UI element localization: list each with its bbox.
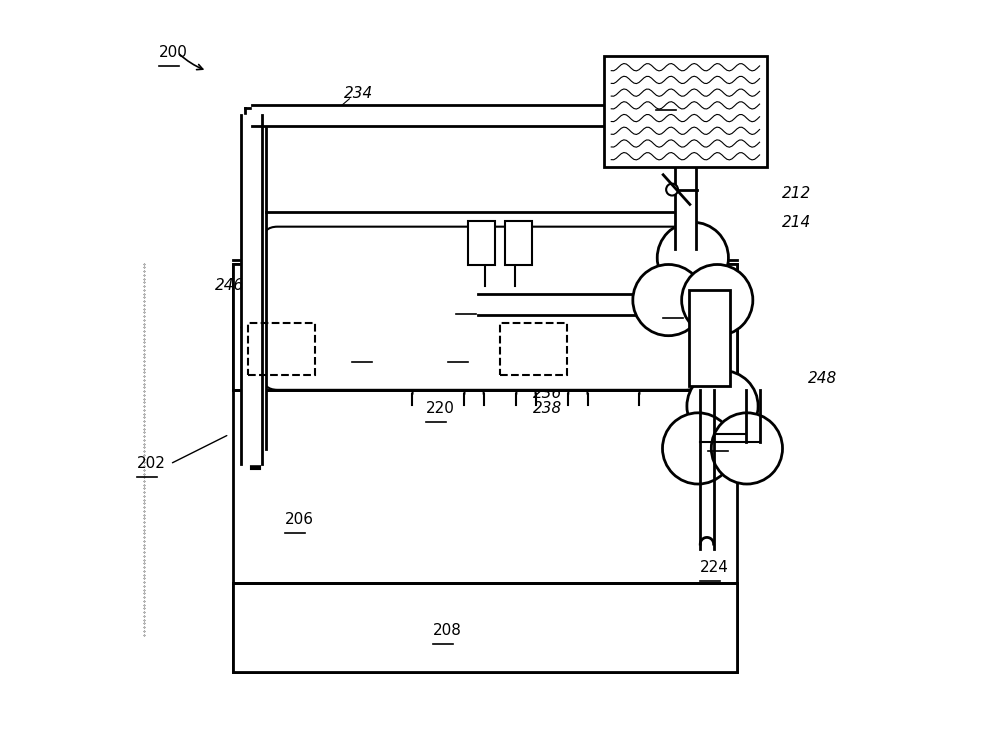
- Text: 248: 248: [808, 371, 837, 386]
- Text: 234: 234: [344, 86, 374, 100]
- Text: 218: 218: [456, 293, 484, 308]
- Text: 220: 220: [426, 400, 455, 416]
- Text: 200: 200: [159, 45, 188, 60]
- Text: 230: 230: [459, 327, 488, 342]
- Text: 202: 202: [137, 457, 165, 472]
- Bar: [248, 323, 315, 375]
- Text: 206: 206: [285, 512, 314, 527]
- Bar: [500, 323, 567, 375]
- Text: 238: 238: [533, 400, 563, 416]
- Text: 214: 214: [782, 215, 811, 230]
- Circle shape: [662, 413, 734, 484]
- Circle shape: [633, 265, 704, 336]
- Text: 240: 240: [533, 327, 563, 342]
- Text: 219: 219: [352, 341, 381, 356]
- Polygon shape: [245, 108, 693, 449]
- Text: 212: 212: [782, 186, 811, 201]
- Bar: [689, 290, 730, 386]
- Text: 204: 204: [448, 341, 477, 356]
- Bar: [233, 264, 737, 390]
- Text: 216: 216: [663, 297, 692, 312]
- Text: 242: 242: [533, 349, 563, 364]
- Bar: [233, 583, 737, 672]
- Text: 246: 246: [214, 278, 244, 293]
- Bar: [505, 220, 532, 266]
- Text: 210: 210: [656, 89, 685, 104]
- Circle shape: [666, 184, 678, 196]
- Text: 224: 224: [700, 560, 729, 575]
- Text: 222: 222: [708, 430, 737, 445]
- Circle shape: [657, 222, 728, 293]
- Circle shape: [682, 265, 753, 336]
- Bar: [604, 56, 767, 167]
- Circle shape: [711, 413, 783, 484]
- Text: 236: 236: [533, 386, 563, 401]
- Circle shape: [687, 370, 758, 442]
- FancyBboxPatch shape: [233, 264, 737, 672]
- Text: 208: 208: [433, 623, 462, 638]
- FancyBboxPatch shape: [263, 226, 700, 390]
- Bar: [468, 220, 495, 266]
- Text: 232: 232: [459, 349, 488, 364]
